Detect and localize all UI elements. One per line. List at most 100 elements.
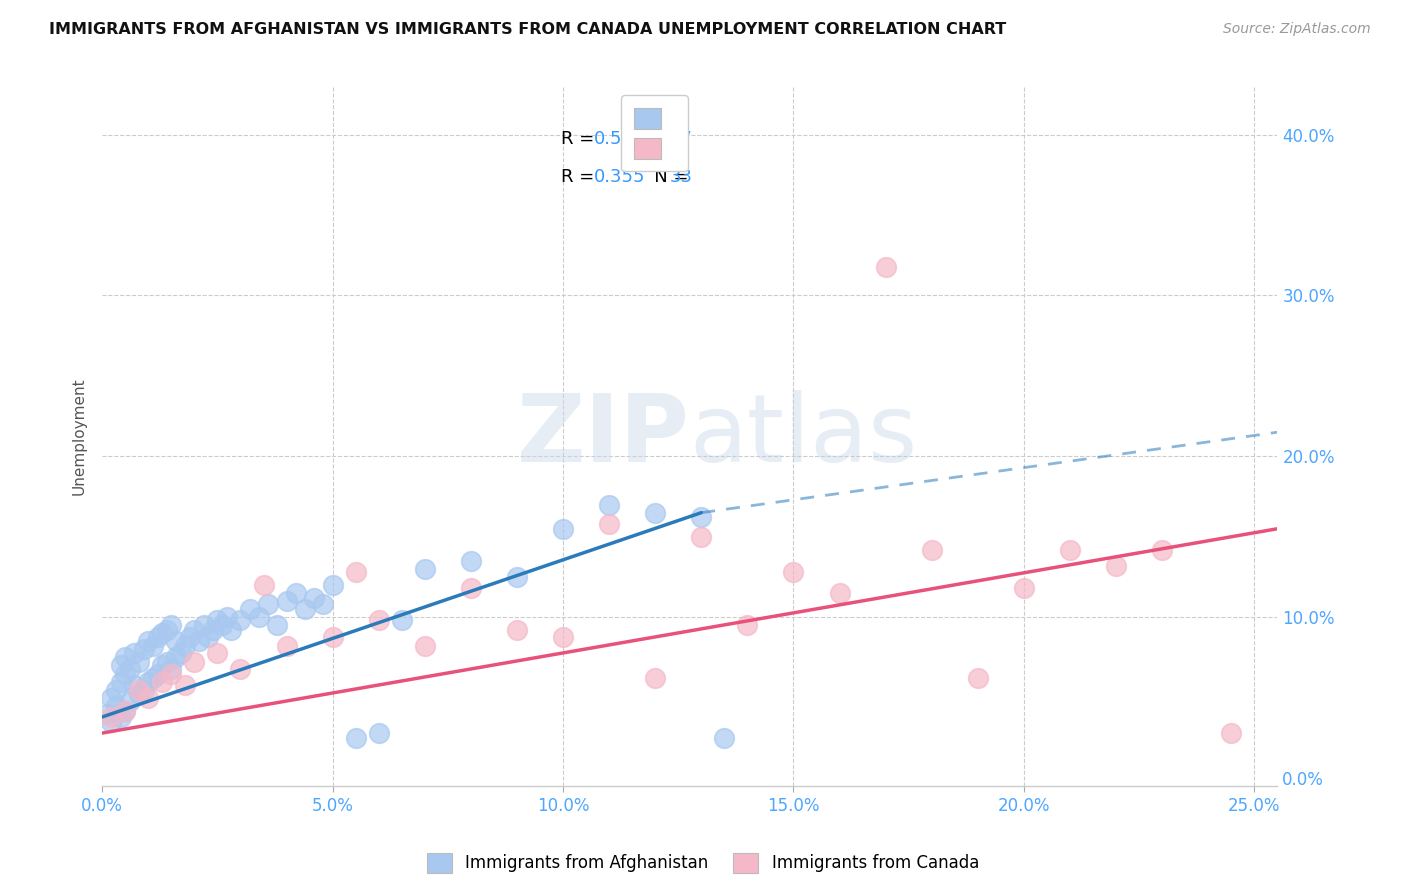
Point [179,630,201,644]
Point [118,662,141,676]
Legend: Immigrants from Afghanistan, Immigrants from Canada: Immigrants from Afghanistan, Immigrants … [420,847,986,880]
Point [1012,581,1035,595]
Point [105,698,128,713]
Point [1105,558,1128,573]
Point [344,731,367,745]
Text: N =: N = [637,130,695,148]
Point [142,639,165,653]
Point [312,598,335,612]
Point [150,626,173,640]
Point [100,690,122,705]
Point [132,642,155,657]
Point [551,630,574,644]
Text: R =: R = [561,130,599,148]
Point [142,671,165,685]
Point [367,726,389,740]
Point [690,510,713,524]
Point [160,618,183,632]
Point [165,634,187,648]
Point [644,671,666,685]
Point [276,639,298,653]
Point [1059,542,1081,557]
Point [506,623,529,637]
Point [690,530,713,544]
Point [174,678,197,692]
Text: 0.536: 0.536 [593,130,645,148]
Point [239,602,262,616]
Point [966,671,988,685]
Point [322,578,344,592]
Point [211,618,233,632]
Text: 33: 33 [669,169,693,186]
Point [110,710,132,724]
Point [160,666,183,681]
Point [183,623,205,637]
Point [156,655,179,669]
Point [128,682,150,697]
Point [174,639,197,653]
Point [215,610,238,624]
Point [128,655,150,669]
Point [551,522,574,536]
Point [344,565,367,579]
Point [367,614,389,628]
Text: IMMIGRANTS FROM AFGHANISTAN VS IMMIGRANTS FROM CANADA UNEMPLOYMENT CORRELATION C: IMMIGRANTS FROM AFGHANISTAN VS IMMIGRANT… [49,22,1007,37]
Point [219,623,242,637]
Point [114,704,136,718]
Point [391,614,413,628]
Point [460,581,482,595]
Point [136,634,159,648]
Legend: , : , [621,95,688,171]
Point [110,674,132,689]
Point [124,646,146,660]
Point [114,704,136,718]
Point [150,674,173,689]
Point [114,650,136,665]
Point [229,662,252,676]
Point [737,618,759,632]
Point [782,565,804,579]
Text: 0.355: 0.355 [593,169,645,186]
Point [257,598,280,612]
Point [136,690,159,705]
Text: Source: ZipAtlas.com: Source: ZipAtlas.com [1223,22,1371,37]
Point [1220,726,1243,740]
Point [276,594,298,608]
Point [100,714,122,729]
Point [105,682,128,697]
Point [110,658,132,673]
Point [247,610,270,624]
Point [207,646,229,660]
Point [124,678,146,692]
Point [146,630,169,644]
Point [136,674,159,689]
Point [229,614,252,628]
Point [146,666,169,681]
Point [828,586,851,600]
Point [294,602,316,616]
Point [188,634,211,648]
Point [460,554,482,568]
Point [165,650,187,665]
Point [266,618,288,632]
Point [197,630,219,644]
Point [118,694,141,708]
Point [128,688,150,702]
Point [207,614,229,628]
Point [413,562,436,576]
Point [302,591,325,605]
Point [160,662,183,676]
Point [284,586,307,600]
Point [132,682,155,697]
Point [322,630,344,644]
Point [875,260,897,274]
Point [150,658,173,673]
Text: ZIP: ZIP [517,391,690,483]
Text: R =: R = [561,169,599,186]
Y-axis label: Unemployment: Unemployment [72,377,86,495]
Point [598,498,620,512]
Point [96,706,118,721]
Point [598,516,620,531]
Point [100,710,122,724]
Text: atlas: atlas [690,391,918,483]
